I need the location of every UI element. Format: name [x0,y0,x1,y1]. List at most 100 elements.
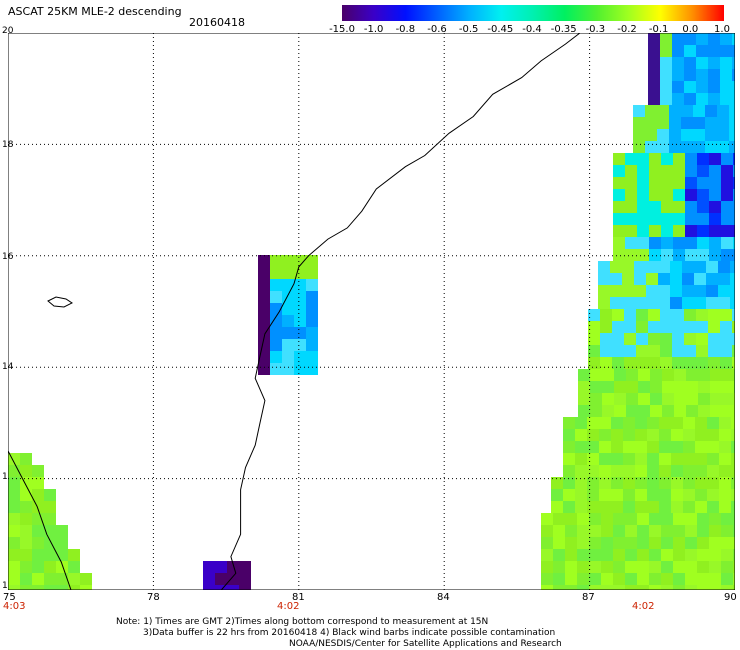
wind-cell [602,369,614,381]
wind-cell [670,285,682,297]
wind-cell [258,315,270,327]
wind-cell [685,213,697,225]
wind-cell [587,429,599,441]
wind-cell [648,357,660,369]
wind-cell [8,525,20,537]
wind-cell [697,525,709,537]
wind-cell [697,189,709,201]
wind-cell [587,489,599,501]
wind-cell [684,45,696,57]
wind-cell [672,345,684,357]
wind-cell [602,405,614,417]
wind-cell [56,525,68,537]
wind-cell [551,477,563,489]
wind-cell [600,309,612,321]
wind-cell [694,285,706,297]
wind-cell [306,255,318,267]
wind-cell [693,117,705,129]
colorbar-label: 1.0 [714,24,730,35]
wind-cell [282,255,294,267]
wind-cell [541,525,553,537]
wind-cell [601,585,613,590]
wind-cell [306,339,318,351]
wind-cell [577,549,589,561]
wind-cell [660,93,672,105]
wind-cell [695,441,707,453]
wind-cell [553,561,565,573]
wind-cell [601,513,613,525]
wind-cell [695,453,707,465]
wind-cell [683,429,695,441]
wind-cell [648,33,660,45]
wind-cell [602,381,614,393]
wind-cell [588,333,600,345]
wind-cell [8,537,20,549]
wind-cell [706,261,718,273]
wind-cell [674,393,686,405]
wind-cell [660,345,672,357]
wind-cell [658,261,670,273]
wind-cell [565,585,577,590]
wind-cell [669,141,681,153]
lon-label-84: 84 [437,592,450,603]
wind-cell [720,333,732,345]
wind-cell [685,165,697,177]
wind-cell [673,201,685,213]
wind-cell [634,261,646,273]
wind-cell [637,525,649,537]
wind-cell [661,189,673,201]
wind-cell [729,141,735,153]
wind-cell [729,129,735,141]
wind-cell [721,189,733,201]
wind-cell [662,393,674,405]
wind-cell [20,465,32,477]
wind-cell [685,189,697,201]
wind-cell [697,537,709,549]
wind-cell [708,357,720,369]
wind-cell [673,249,685,261]
wind-cell [719,417,731,429]
wind-cell [575,417,587,429]
wind-cell [613,165,625,177]
wind-cell [671,489,683,501]
wind-cell [626,405,638,417]
wind-cell [707,465,719,477]
wind-cell [730,261,735,273]
wind-cell [306,363,318,375]
wind-cell [623,453,635,465]
wind-cell [672,45,684,57]
wind-cell [599,441,611,453]
wind-cell [672,309,684,321]
wind-cell [710,405,722,417]
wind-cell [721,525,733,537]
wind-cell [649,213,661,225]
wind-cell [650,381,662,393]
wind-cell [720,345,732,357]
wind-cell [709,201,721,213]
wind-cell [68,573,80,585]
wind-cell [599,429,611,441]
wind-cell [697,585,709,590]
wind-cell [306,351,318,363]
wind-cell [44,501,56,513]
wind-cell [696,93,708,105]
wind-cell [673,573,685,585]
wind-cell [721,573,733,585]
wind-cell [577,573,589,585]
wind-cell [563,441,575,453]
wind-cell [575,501,587,513]
wind-cell [633,129,645,141]
wind-cell [708,321,720,333]
wind-cell [718,273,730,285]
wind-cell [684,93,696,105]
wind-cell [646,285,658,297]
wind-cell [685,561,697,573]
wind-cell [706,273,718,285]
coastline [220,33,581,590]
wind-cell [733,189,735,201]
wind-cell [686,405,698,417]
wind-cell [733,177,735,189]
wind-cell [669,129,681,141]
wind-cell [673,237,685,249]
wind-cell [685,513,697,525]
